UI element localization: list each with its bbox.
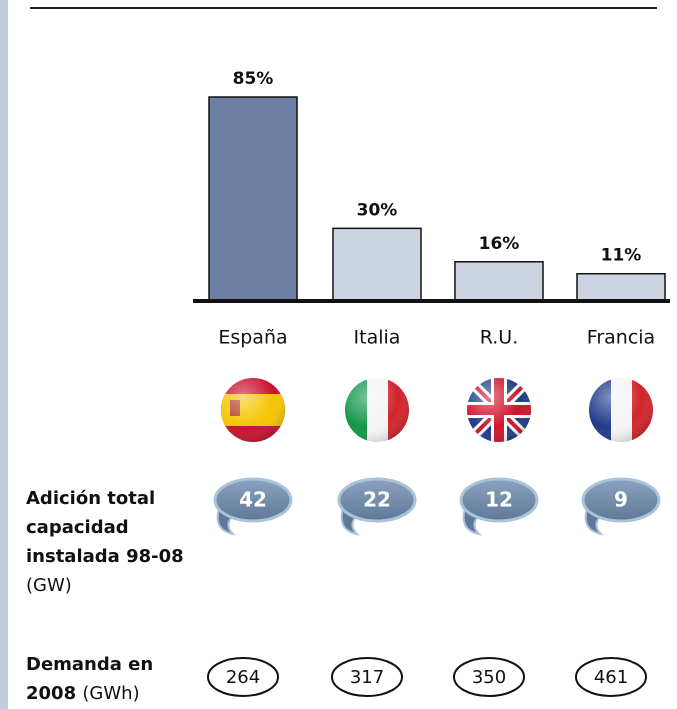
bar (208, 96, 298, 301)
bubble (459, 477, 539, 523)
flag-france (589, 378, 653, 442)
demand-unit: (GWh) (82, 683, 140, 704)
demand-oval (575, 657, 647, 697)
flag-uk (467, 378, 531, 442)
bubble-tail (216, 506, 237, 536)
bar (454, 261, 544, 301)
capacity-value: 12 (485, 488, 513, 512)
bar (576, 272, 666, 301)
category-label: R.U. (480, 327, 519, 349)
demand-oval (331, 657, 403, 697)
demand-value: 461 (594, 667, 628, 688)
bubble-tail (462, 506, 483, 536)
bubble (337, 477, 417, 523)
value-label: 16% (479, 234, 520, 254)
demand-value: 317 (350, 667, 384, 688)
demand-label-text: Demanda en 2008 (26, 654, 154, 704)
value-label: 85% (233, 69, 274, 89)
demand-value: 350 (472, 667, 506, 688)
value-label: 11% (601, 246, 642, 266)
capacity-value: 9 (614, 488, 628, 512)
capacity-label: Adición total capacidad instalada 98-08 … (26, 484, 184, 600)
bubble (213, 477, 293, 523)
capacity-unit: (GW) (26, 575, 72, 596)
flag-spain (221, 378, 285, 442)
capacity-value: 22 (363, 488, 391, 512)
flag-italy (345, 378, 409, 442)
demand-oval (453, 657, 525, 697)
bubble-tail (584, 506, 605, 536)
bubble-tail (340, 506, 361, 536)
capacity-value: 42 (239, 488, 267, 512)
demand-label: Demanda en 2008 (GWh) (26, 650, 184, 708)
value-label: 30% (357, 200, 398, 220)
category-label: Francia (587, 327, 655, 349)
category-label: Italia (354, 327, 401, 349)
side-stripe (0, 0, 8, 709)
demand-value: 264 (226, 667, 260, 688)
bar (332, 227, 422, 301)
category-label: España (218, 327, 287, 349)
capacity-label-text: Adición total capacidad instalada 98-08 (26, 488, 184, 567)
bubble (581, 477, 661, 523)
demand-oval (207, 657, 279, 697)
